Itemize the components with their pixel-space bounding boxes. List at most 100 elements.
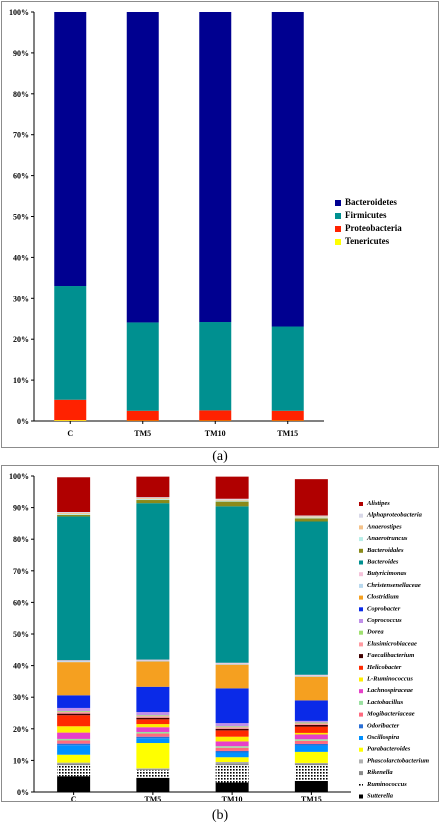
x-tick-label: TM15 [277,429,298,438]
y-tick-label: 100% [9,8,29,17]
y-tick-label: 30% [13,294,29,303]
legend-swatch-odoribacter [359,724,363,729]
x-tick-label: C [71,795,77,801]
bar-segment-elusimicrobiaceae-tm10 [215,727,249,729]
bar-segment-l-ruminococcus-tm15 [294,732,328,735]
y-tick-label: 100% [9,472,29,481]
y-tick-label: 90% [13,49,29,58]
legend-swatch-firmicutes [335,213,341,219]
legend-swatch-proteobacteria [335,226,341,232]
y-tick-label: 0% [17,788,29,797]
bar-segment-butyricimonas-tm5 [136,659,170,661]
bar-segment-lactobacillus-tm5 [136,731,170,734]
y-tick-label: 60% [13,172,29,181]
legend-label-rikenella: Rikenella [366,769,393,776]
bar-segment-coprobacter-tm15 [294,700,328,721]
legend-label-clostridium: Clostridium [367,594,399,601]
bar-segment-parabacteroides-tm15 [294,751,328,763]
y-tick-label: 50% [13,213,29,222]
legend-label-coprobacter: Coprobacter [367,605,401,612]
y-tick-label: 70% [13,131,29,140]
bar-segment-ruminococcus-tm15 [294,765,328,781]
bar-segment-phascolarctobacterium-tm15 [294,762,328,764]
legend-swatch-anaerotruncus [359,537,363,542]
legend-swatch-sutterella [359,794,363,799]
legend-swatch-alistipes [359,502,363,506]
bar-segment-faecalibacterium-c [57,713,91,716]
chart-b: 0% 10% 20% 30% 40% 50% 60% 70% 80% 90% 100% C TM5 TM1… [9,472,429,801]
bar-segment-lactobacillus-tm10 [215,746,249,748]
legend-label-helicobacter: Helicobacter [366,664,402,671]
legend-swatch-coprococcus [359,619,363,623]
bar-segment-anaerotruncus-tm10 [215,500,249,502]
bar-segment-lachnospiraceae-c [57,732,91,739]
bar-segment-bacteroidetes-tm5 [126,12,159,323]
legend-label-bacteroides: Bacteroides [366,559,399,566]
legend-swatch-faecalibacterium [359,654,363,659]
bar-segment-coprococcus-c [57,707,91,712]
legend-swatch-ruminococcus [359,782,363,787]
bar-segment-clostridium-c [57,662,91,696]
bar-segment-bacteroidales-tm10 [215,501,249,507]
bar-segment-anaerotruncus-c [57,513,91,515]
bar-segment-anaerostipes-tm10 [215,499,249,501]
bar-segment-parabacteroides-tm5 [136,743,170,769]
bar-segment-coprococcus-tm15 [294,720,328,723]
bar-segment-elusimicrobiaceae-c [57,712,91,714]
bar-segment-clostridium-tm15 [294,676,328,701]
bar-segment-ruminococcus-c [57,765,91,777]
bar-segment-sutterella-tm15 [294,780,328,792]
legend-label-firmicutes: Firmicutes [345,210,387,220]
legend-label-christensenellaceae: Christensenellaceae [367,582,421,589]
bar-segment-bacteroides-tm5 [136,503,170,660]
legend-swatch-alphaproteobacteria [359,513,363,518]
bar-segment-rikenella-c [57,763,91,766]
bar-segment-proteobacteria-tm5 [126,410,159,421]
y-tick-label: 40% [13,253,29,262]
legend-label-alphaproteobacteria: Alphaproteobacteria [366,512,423,519]
legend-label-dorea: Dorea [366,629,384,636]
bar-segment-bacteroides-tm15 [294,521,328,675]
bar-segment-rikenella-tm15 [294,763,328,766]
bar-segment-bacteroides-tm10 [215,506,249,663]
bar-segment-christensenellaceae-c [57,661,91,663]
bar-segment-clostridium-tm10 [215,664,249,689]
y-tick-label: 80% [13,90,29,99]
bar-segment-proteobacteria-c [54,399,87,421]
y-tick-label: 10% [13,376,29,385]
bar-segment-oscillospira-tm10 [215,752,249,758]
bar-segment-helicobacter-tm5 [136,719,170,725]
bar-segment-parabacteroides-c [57,754,91,763]
legend-swatch-coprobacter [359,607,363,612]
bar-segment-elusimicrobiaceae-tm5 [136,716,170,718]
legend-label-elusimicrobiaceae: Elusimicrobiaceae [366,640,417,647]
bar-segment-coprococcus-tm10 [215,723,249,727]
bar-segment-oscillospira-c [57,745,91,755]
legend-swatch-parabacteroides [359,747,363,752]
bar-segment-christensenellaceae-tm15 [294,675,328,677]
bar-segment-rikenella-tm10 [215,763,249,766]
legend-label-faecalibacterium: Faecalibacterium [367,652,414,659]
legend-label-bacteroidetes: Bacteroidetes [345,197,397,207]
bar-segment-mogibacteriaceae-c [57,740,91,744]
bar-segment-bacteroidetes-c [54,12,87,287]
bar-segment-ruminococcus-tm5 [136,769,170,778]
bar-segment-elusimicrobiaceae-tm15 [294,723,328,726]
chart-b-panel: 0% 10% 20% 30% 40% 50% 60% 70% 80% 90% 100% C TM5 TM1… [1,465,439,802]
legend-label-lactobacillus: Lactobacillus [366,699,404,706]
bar-segment-mogibacteriaceae-tm10 [215,747,249,751]
legend-label-oscillospira: Oscillospira [367,734,400,741]
legend-label-l-ruminococcus: L-Ruminococcus [366,676,413,683]
y-tick-label: 30% [13,693,29,702]
legend-label-anaerotruncus: Anaerotruncus [366,535,408,542]
chart-a: 0% 10% 20% 30% 40% 50% 60% 70% 80% 90% 100% C TM5 TM1… [9,8,402,438]
legend-label-proteobacteria: Proteobacteria [345,223,402,233]
bar-segment-firmicutes-tm10 [199,322,232,411]
bar-segment-bacteroidales-tm5 [136,500,170,504]
legend-label-sutterella: Sutterella [367,793,394,800]
bar-segment-lachnospiraceae-tm15 [294,734,328,740]
bar-segment-coprobacter-tm10 [215,688,249,724]
x-tick-label: C [67,429,73,438]
bar-segment-anaerostipes-tm5 [136,498,170,500]
bar-segment-alphaproteobacteria-tm5 [136,497,170,499]
